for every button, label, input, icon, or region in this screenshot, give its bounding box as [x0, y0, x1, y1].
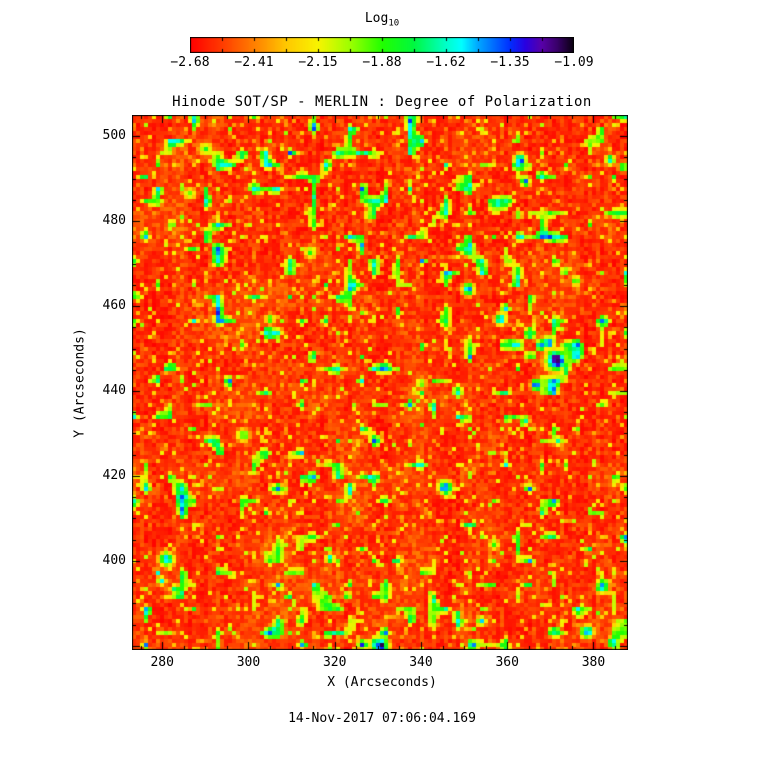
colorbar-title-subscript: 10 — [388, 18, 400, 29]
colorbar-tick-label: −1.09 — [554, 55, 594, 70]
timestamp: 14-Nov-2017 07:06:04.169 — [288, 711, 476, 726]
x-tick-label: 300 — [236, 655, 261, 670]
y-axis-tick-labels: 400 420 440 460 480 500 — [84, 115, 126, 650]
y-tick-label: 420 — [102, 467, 126, 483]
x-tick-label: 320 — [322, 655, 347, 670]
y-tick-label: 440 — [102, 382, 126, 398]
x-tick-label: 340 — [409, 655, 433, 670]
heatmap-image — [132, 115, 628, 650]
plot-title: Hinode SOT/SP - MERLIN : Degree of Polar… — [172, 94, 592, 110]
colorbar-tick-label: −1.62 — [426, 55, 466, 70]
y-tick-label: 460 — [102, 298, 126, 314]
y-tick-label: 400 — [102, 552, 126, 568]
colorbar-tick-labels: −2.68 −2.41 −2.15 −1.88 −1.62 −1.35 −1.09 — [170, 55, 593, 71]
x-axis-label: X (Arcseconds) — [327, 675, 437, 690]
colorbar-tick-label: −2.68 — [170, 55, 210, 70]
y-axis-label: Y (Arcseconds) — [72, 328, 88, 438]
x-tick-label: 360 — [495, 655, 519, 670]
y-tick-label: 500 — [102, 128, 126, 144]
colorbar-title: Log10 — [0, 11, 764, 29]
x-axis-tick-labels: 280 300 320 340 360 380 — [132, 655, 628, 671]
y-tick-label: 480 — [102, 213, 126, 229]
colorbar-title-main: Log — [364, 11, 389, 26]
colorbar-tick-label: −2.41 — [234, 55, 274, 70]
colorbar-tick-label: −1.35 — [490, 55, 530, 70]
x-tick-label: 280 — [150, 655, 174, 670]
colorbar-tick-label: −1.88 — [362, 55, 402, 70]
x-tick-label: 380 — [581, 655, 606, 670]
colorbar-gradient — [190, 37, 574, 53]
colorbar-tick-label: −2.15 — [298, 55, 338, 70]
